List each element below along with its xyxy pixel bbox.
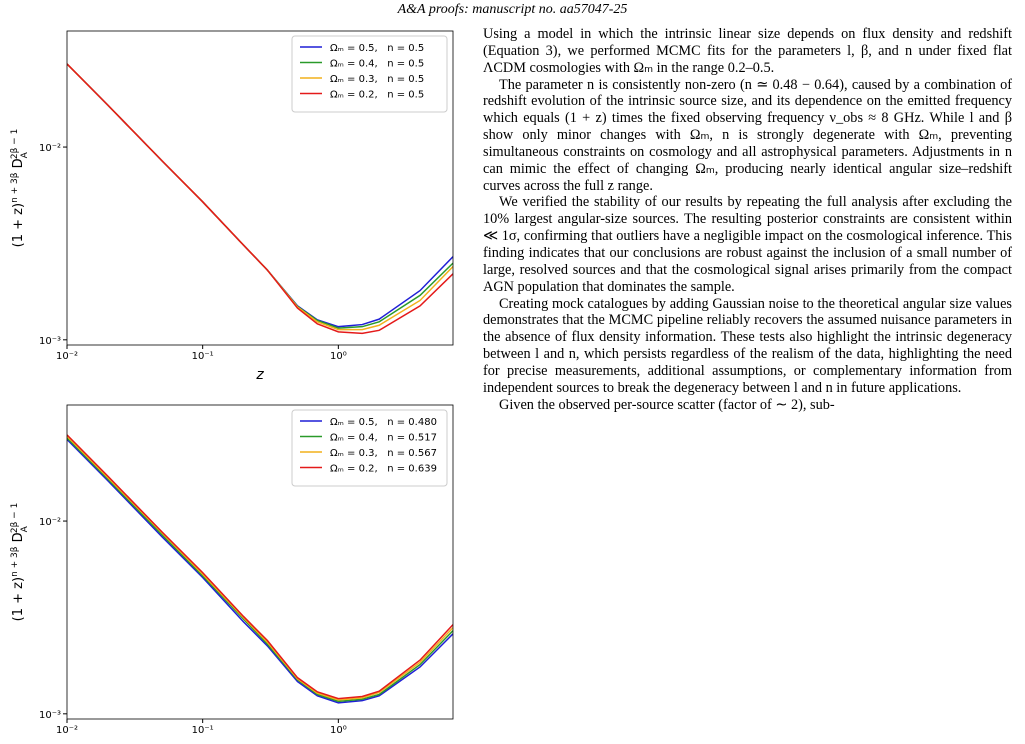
y-axis-label: (1 + z)n + 3β DA2β − 1 <box>10 129 30 248</box>
y-label-part: 2β − 1 <box>10 503 20 533</box>
y-label-part: 2β − 1 <box>10 129 20 159</box>
x-tick-label: 10⁻¹ <box>192 725 214 736</box>
paragraph: Creating mock catalogues by adding Gauss… <box>483 295 1012 396</box>
y-label-part: A <box>20 151 30 158</box>
x-axis-label: z <box>255 741 264 744</box>
y-label-part: (1 + z) <box>11 203 26 247</box>
text-column: Using a model in which the intrinsic lin… <box>483 26 1012 744</box>
x-tick-label: 10⁰ <box>330 351 347 362</box>
x-tick-label: 10⁻² <box>56 351 78 362</box>
legend-label: Ωₘ = 0.2, n = 0.639 <box>330 464 437 475</box>
legend-label: Ωₘ = 0.5, n = 0.5 <box>330 43 424 54</box>
y-label-part: n + 3β <box>10 546 20 577</box>
x-tick-label: 10⁻² <box>56 725 78 736</box>
y-label-part: n + 3β <box>10 172 20 203</box>
y-tick-label: 10⁻³ <box>39 710 61 721</box>
y-label-part: D <box>11 532 26 546</box>
y-axis-label: (1 + z)n + 3β DA2β − 1 <box>10 503 30 622</box>
legend-box <box>291 35 448 113</box>
y-label-part: A <box>20 525 30 532</box>
legend-label: Ωₘ = 0.4, n = 0.517 <box>330 433 437 444</box>
legend-label: Ωₘ = 0.3, n = 0.5 <box>330 74 424 85</box>
legend-label: Ωₘ = 0.4, n = 0.5 <box>330 59 424 70</box>
series-line <box>67 434 453 700</box>
running-header: A&A proofs: manuscript no. aa57047-25 <box>397 2 628 17</box>
y-tick-label: 10⁻³ <box>39 336 61 347</box>
x-axis-label: z <box>255 367 264 383</box>
paragraph: Using a model in which the intrinsic lin… <box>483 26 1012 76</box>
legend-label: Ωₘ = 0.5, n = 0.480 <box>330 417 437 428</box>
axes-frame <box>66 30 454 346</box>
axes-frame <box>66 404 454 720</box>
y-tick-label: 10⁻² <box>39 517 61 528</box>
paragraph: Given the observed per-source scatter (f… <box>499 396 835 413</box>
series-line <box>67 438 453 704</box>
series-line <box>67 437 453 703</box>
paragraph: The parameter n is consistently non-zero… <box>483 76 1012 194</box>
x-tick-label: 10⁻¹ <box>192 351 214 362</box>
legend-box <box>291 409 448 487</box>
legend-label: Ωₘ = 0.2, n = 0.5 <box>330 90 424 101</box>
x-tick-label: 10⁰ <box>330 725 347 736</box>
y-tick-label: 10⁻² <box>39 143 61 154</box>
legend-label: Ωₘ = 0.3, n = 0.567 <box>330 448 437 459</box>
y-label-part: (1 + z) <box>11 577 26 621</box>
y-label-part: D <box>11 158 26 172</box>
paragraph: We verified the stability of our results… <box>483 194 1012 295</box>
series-line <box>67 63 453 335</box>
